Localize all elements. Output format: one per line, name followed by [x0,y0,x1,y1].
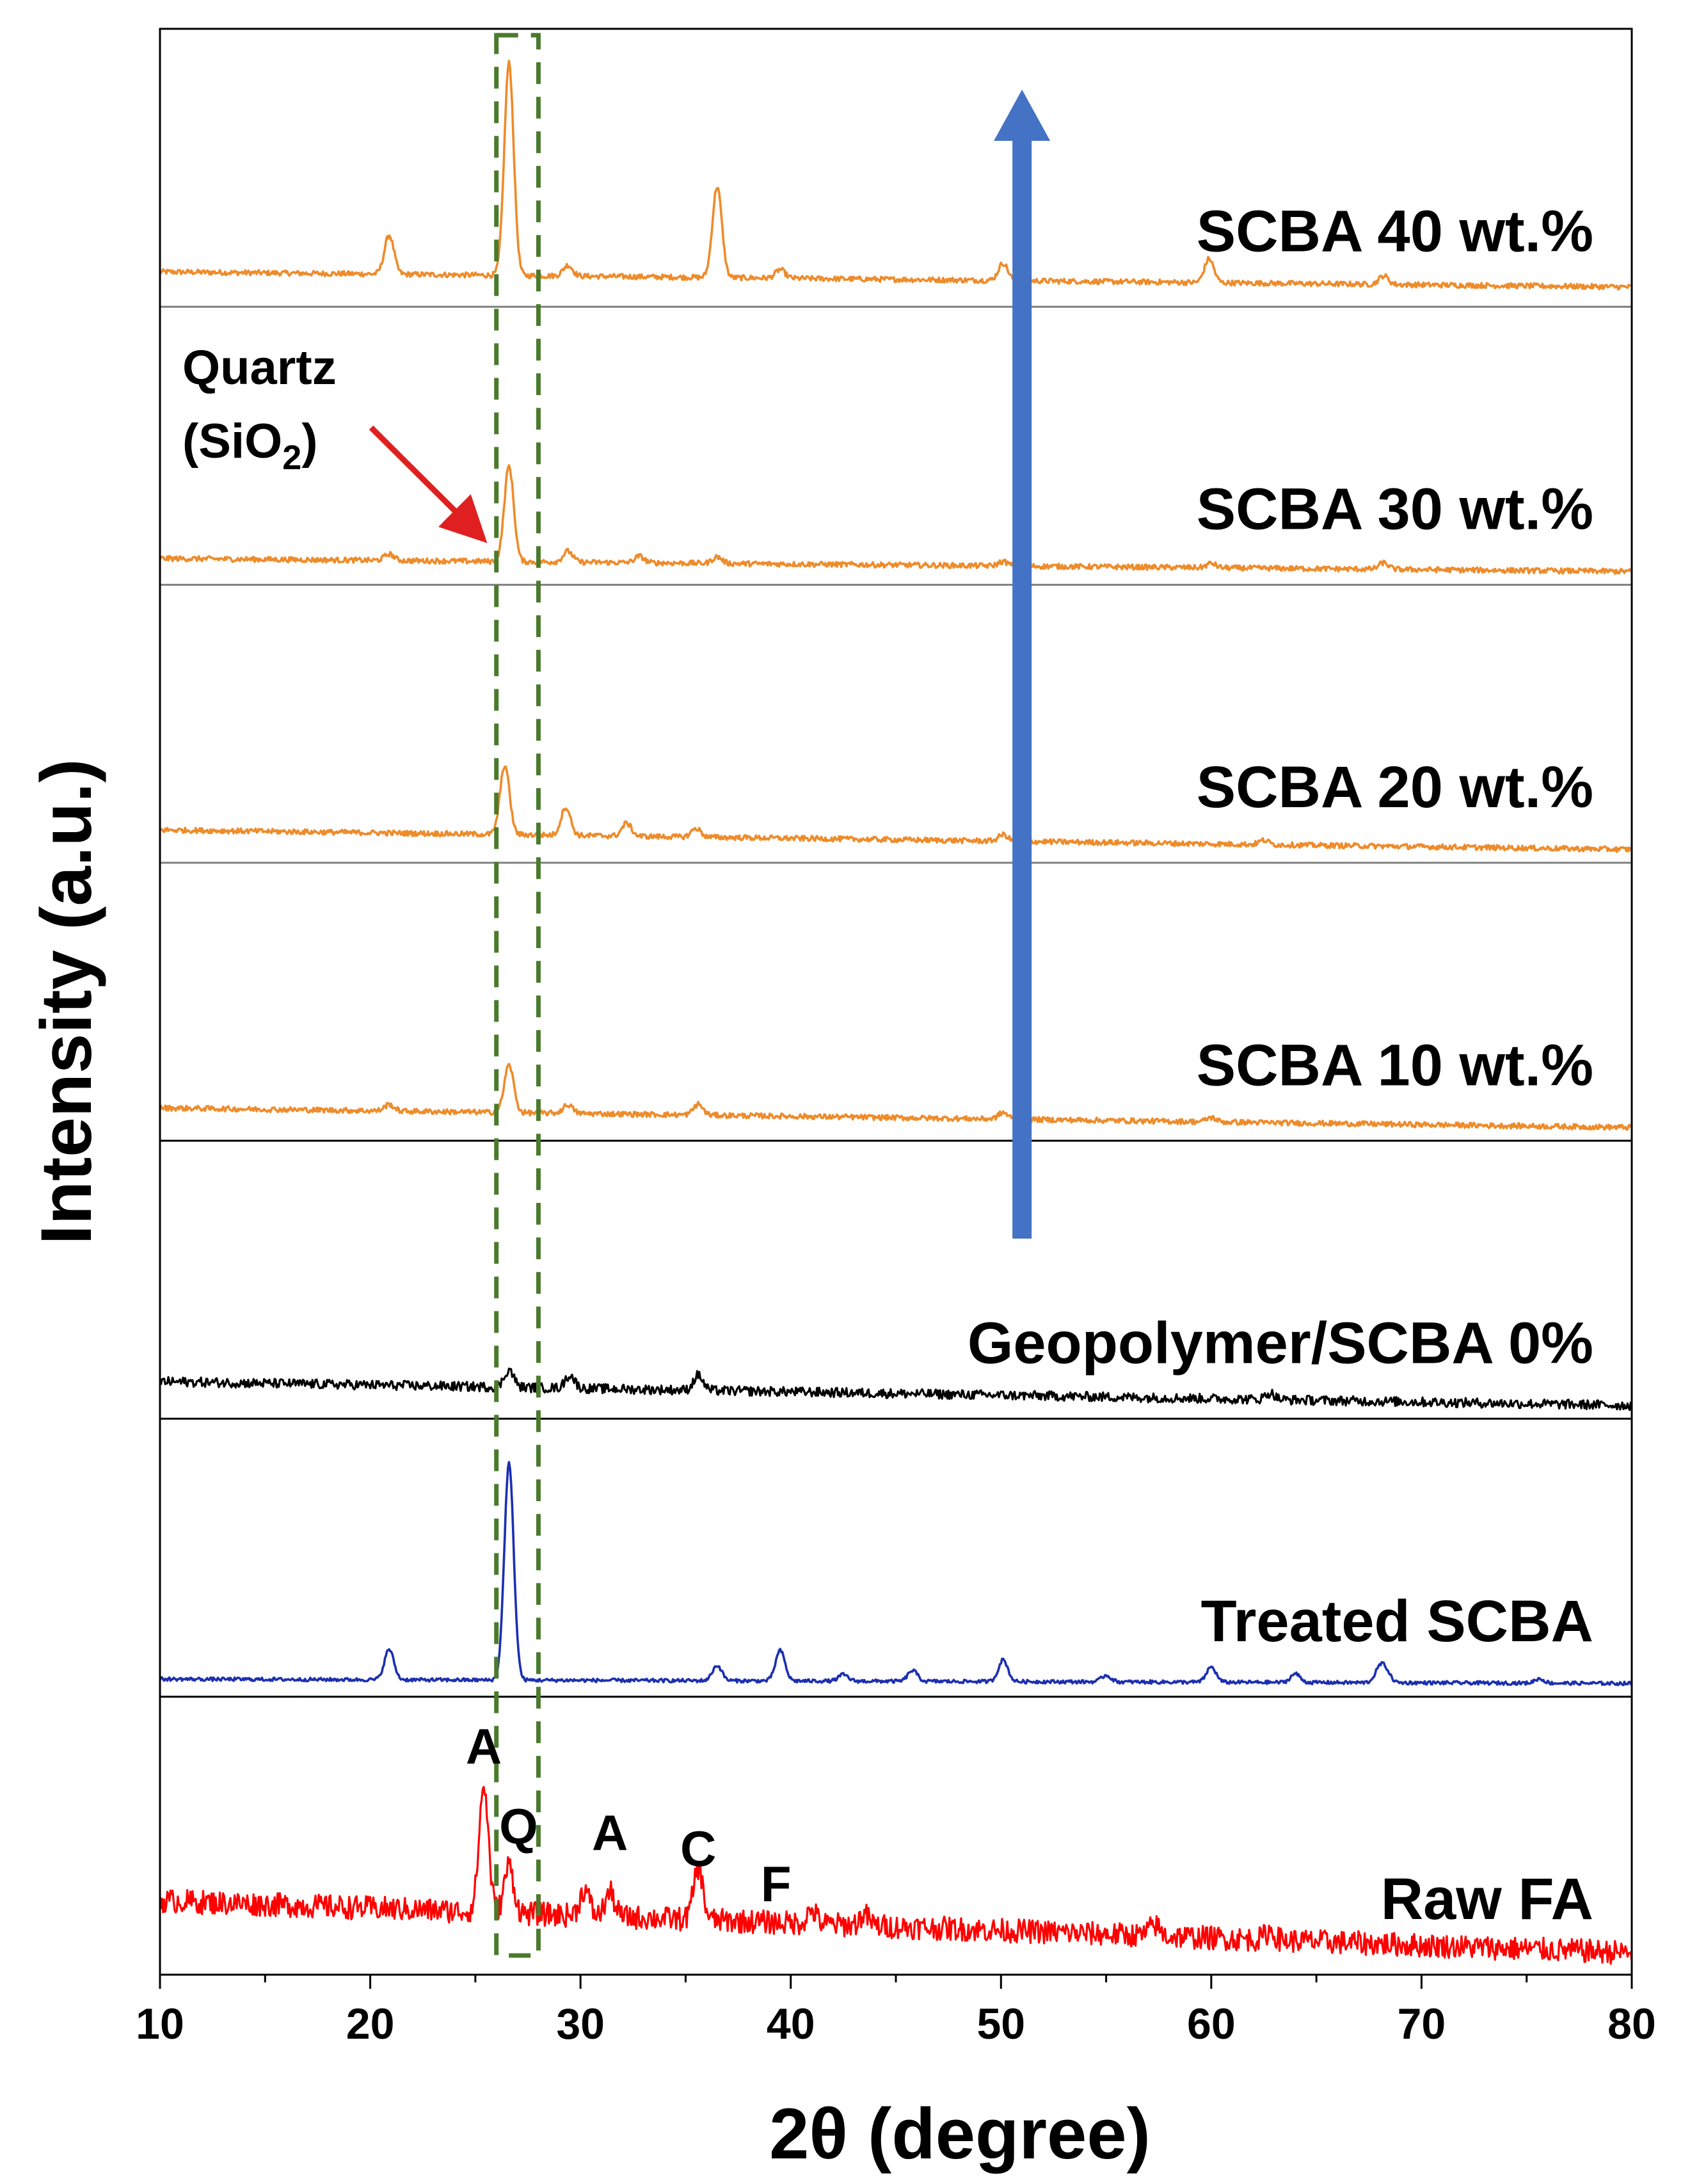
peak-labels: AQ A CF [466,1718,792,1912]
series-label: SCBA 40 wt.% [1197,198,1593,264]
series-label: SCBA 30 wt.% [1197,477,1593,542]
quartz-arrow [369,425,488,543]
panels: SCBA 40 wt.% SCBA 30 wt.% SCBA 20 wt.% SCBA… [159,60,1633,1965]
panel: SCBA 40 wt.% [159,60,1632,291]
x-tick-label: 10 [136,2000,184,2048]
x-tick-label: 30 [556,2000,605,2048]
series-label: Geopolymer/SCBA 0% [968,1311,1593,1376]
x-tick-label: 20 [346,2000,395,2048]
panel: SCBA 10 wt.% [159,862,1632,1131]
panel: Geopolymer/SCBA 0% [159,1139,1633,1411]
x-tick-label: 60 [1187,2000,1236,2048]
x-tick-label: 40 [767,2000,815,2048]
trend-arrow-shaft [1012,138,1032,1239]
series-line [159,60,1632,291]
quartz-highlight-band [494,33,541,1958]
series-label: Raw FA [1381,1867,1593,1932]
series-line [159,765,1633,853]
x-axis-title: 2θ (degree) [769,2094,1151,2174]
panel: SCBA 20 wt.% [159,584,1633,853]
trend-arrow-head [994,90,1051,141]
series-label: SCBA 20 wt.% [1197,755,1593,820]
x-tick-label: 80 [1607,2000,1656,2048]
quartz-annotation: Quartz (SiO2) [182,341,488,543]
peak-label: C [680,1820,716,1877]
trend-arrow [994,90,1051,1239]
series-line [159,1367,1633,1411]
quartz-formula: (SiO2) [182,414,318,477]
series-label: SCBA 10 wt.% [1197,1032,1593,1098]
series-label: Treated SCBA [1201,1589,1594,1654]
peak-label: A [466,1718,502,1774]
panel: Raw FA [159,1696,1633,1965]
peak-label: Q [499,1798,538,1854]
y-axis-title: Intensity (a.u.) [26,759,106,1244]
series-line [159,1786,1633,1965]
panel: SCBA 30 wt.% [159,305,1632,575]
quartz-label: Quartz [182,341,337,395]
peak-label: A [592,1804,628,1861]
peak-label: F [761,1856,792,1912]
x-tick-label: 70 [1398,2000,1446,2048]
x-tick-label: 50 [977,2000,1025,2048]
panel: Treated SCBA [159,1417,1632,1687]
x-axis-ticks: 10 20 30 40 50 60 70 80 [136,1975,1656,2048]
series-line [159,464,1632,575]
series-line [159,1063,1632,1131]
series-line [159,1461,1632,1687]
